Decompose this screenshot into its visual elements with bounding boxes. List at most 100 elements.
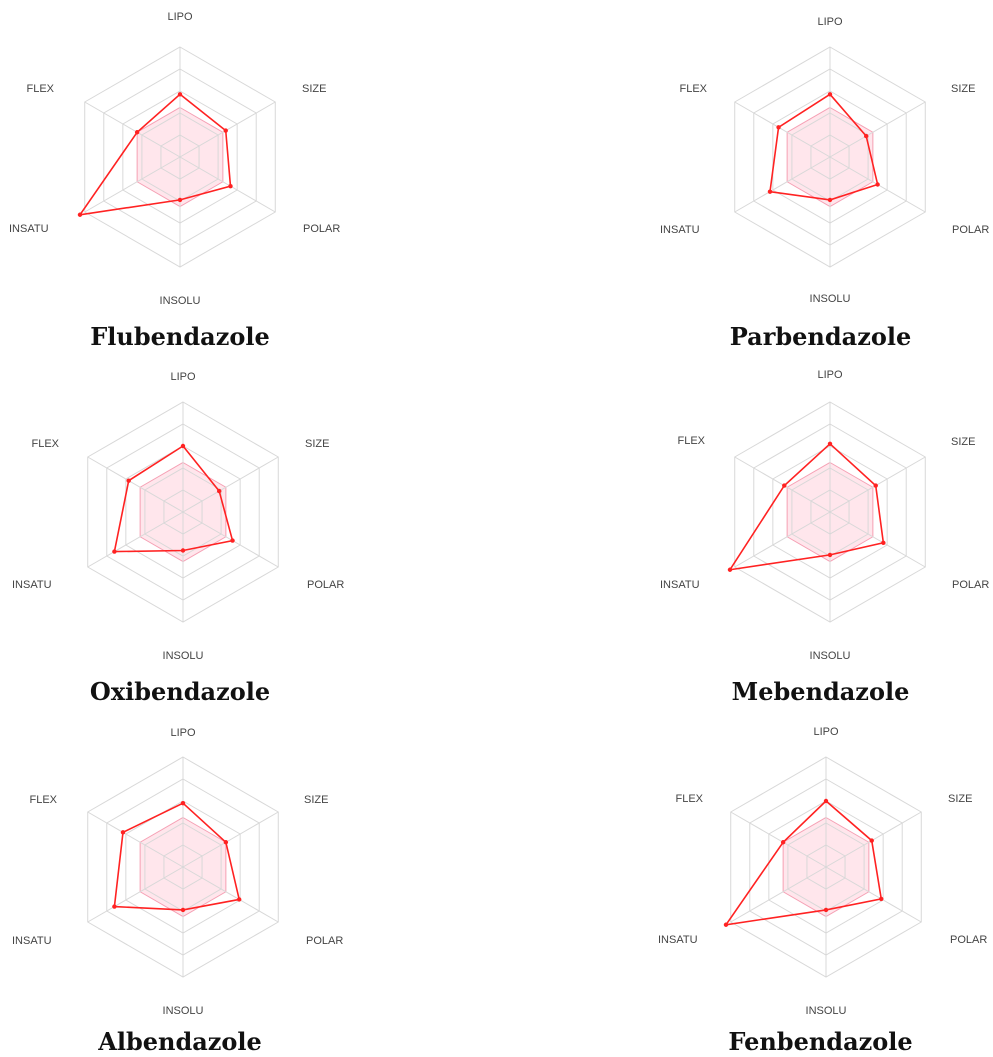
axis-label-flex: FLEX (31, 438, 59, 450)
data-point-polar (875, 182, 880, 187)
data-point-size (223, 840, 229, 845)
data-point-insolu (180, 907, 186, 913)
axis-label-flex: FLEX (675, 793, 703, 805)
axis-spoke-size (829, 456, 926, 513)
radar-chart: LIPO SIZE POLAR INSOLU INSATU FLEX (12, 727, 343, 1017)
axis-spoke-polar (179, 156, 276, 213)
axis-label-insatu: INSATU (660, 224, 700, 236)
axis-label-insatu: INSATU (12, 579, 52, 591)
data-point-insatu (112, 904, 117, 909)
data-point-flex (776, 125, 781, 130)
axis-label-polar: POLAR (307, 579, 344, 591)
data-point-insolu (177, 197, 183, 203)
radar-panel-mebendazole: LIPO SIZE POLAR INSOLU INSATU FLEX Meben… (648, 355, 993, 707)
axis-label-polar: POLAR (303, 223, 340, 235)
data-point-polar (881, 540, 886, 545)
axis-label-polar: POLAR (952, 224, 989, 236)
axis-spoke-insatu (734, 156, 831, 213)
data-point-insolu (827, 197, 833, 203)
axis-label-insolu: INSOLU (810, 293, 851, 305)
axis-spoke-flex (730, 811, 827, 868)
data-point-flex (134, 130, 140, 135)
chart-title: Parbendazole (729, 322, 912, 351)
radar-chart: LIPO SIZE POLAR INSOLU INSATU FLEX (9, 11, 340, 307)
axis-spoke-insatu (87, 866, 184, 923)
axis-spoke-flex (84, 101, 181, 158)
axis-label-lipo: LIPO (817, 369, 843, 381)
radar-chart: LIPO SIZE POLAR INSOLU INSATU FLEX (660, 16, 989, 305)
data-point-lipo (180, 801, 186, 806)
axis-spoke-size (829, 101, 926, 158)
chart-title: Fenbendazole (728, 1027, 913, 1056)
axis-label-insolu: INSOLU (810, 650, 851, 662)
axis-label-insolu: INSOLU (163, 1005, 204, 1017)
axis-label-insolu: INSOLU (806, 1005, 847, 1017)
axis-label-size: SIZE (304, 794, 328, 806)
data-point-size (863, 133, 869, 139)
data-point-lipo (177, 92, 183, 97)
axis-label-polar: POLAR (306, 935, 343, 947)
axis-label-size: SIZE (951, 436, 975, 448)
axis-label-flex: FLEX (26, 83, 54, 95)
radar-panel-parbendazole: LIPO SIZE POLAR INSOLU INSATU FLEX Parbe… (648, 0, 993, 352)
axis-spoke-flex (87, 811, 184, 868)
data-point-size (869, 838, 874, 843)
axis-label-flex: FLEX (679, 83, 707, 95)
axis-label-polar: POLAR (952, 579, 989, 591)
axis-label-lipo: LIPO (817, 16, 843, 28)
radar-panel-albendazole: LIPO SIZE POLAR INSOLU INSATU FLEX Alben… (0, 710, 360, 1057)
chart-title: Albendazole (98, 1027, 262, 1056)
axis-spoke-insatu (730, 866, 827, 923)
chart-title: Flubendazole (90, 322, 270, 351)
axis-spoke-polar (182, 866, 279, 923)
axis-spoke-flex (734, 101, 831, 158)
data-point-size (873, 483, 878, 488)
axis-spoke-polar (825, 866, 922, 923)
chart-title: Mebendazole (731, 677, 910, 706)
axis-label-size: SIZE (305, 438, 329, 450)
axis-label-flex: FLEX (677, 435, 705, 447)
data-point-lipo (827, 92, 833, 97)
data-point-insolu (180, 548, 186, 553)
data-point-flex (782, 483, 787, 488)
axis-label-size: SIZE (302, 83, 326, 95)
axis-spoke-insatu (84, 156, 181, 213)
data-point-flex (126, 478, 131, 483)
data-point-polar (879, 896, 884, 902)
axis-label-insatu: INSATU (12, 935, 52, 947)
data-point-insatu (767, 189, 773, 194)
radar-panel-fenbendazole: LIPO SIZE POLAR INSOLU INSATU FLEX Fenbe… (648, 710, 993, 1057)
axis-label-lipo: LIPO (167, 11, 193, 23)
axis-label-lipo: LIPO (170, 727, 196, 739)
axis-spoke-flex (734, 456, 831, 513)
radar-panel-oxibendazole: LIPO SIZE POLAR INSOLU INSATU FLEX Oxibe… (0, 355, 360, 707)
data-point-size (216, 488, 222, 494)
axis-spoke-flex (87, 456, 184, 513)
data-point-insolu (827, 552, 833, 558)
data-point-polar (230, 538, 235, 543)
radar-chart: LIPO SIZE POLAR INSOLU INSATU FLEX (658, 726, 987, 1017)
data-point-insatu (727, 567, 733, 572)
data-point-insatu (723, 922, 729, 927)
axis-label-insatu: INSATU (660, 579, 700, 591)
data-point-insatu (77, 212, 83, 217)
axis-label-insatu: INSATU (9, 223, 49, 235)
axis-label-size: SIZE (951, 83, 975, 95)
axis-label-insolu: INSOLU (163, 650, 204, 662)
data-point-polar (228, 183, 233, 189)
axis-spoke-size (179, 101, 276, 158)
axis-spoke-polar (829, 511, 926, 568)
axis-label-insolu: INSOLU (160, 295, 201, 307)
data-point-lipo (823, 798, 829, 804)
data-point-lipo (827, 441, 833, 446)
axis-label-flex: FLEX (29, 794, 57, 806)
axis-label-insatu: INSATU (658, 934, 698, 946)
chart-title: Oxibendazole (89, 677, 271, 706)
radar-chart: LIPO SIZE POLAR INSOLU INSATU FLEX (660, 369, 989, 662)
axis-spoke-insatu (734, 511, 831, 568)
data-point-polar (237, 897, 242, 902)
axis-spoke-size (182, 456, 279, 513)
axis-label-lipo: LIPO (170, 371, 196, 383)
axis-label-polar: POLAR (950, 934, 987, 946)
data-point-flex (780, 840, 786, 845)
